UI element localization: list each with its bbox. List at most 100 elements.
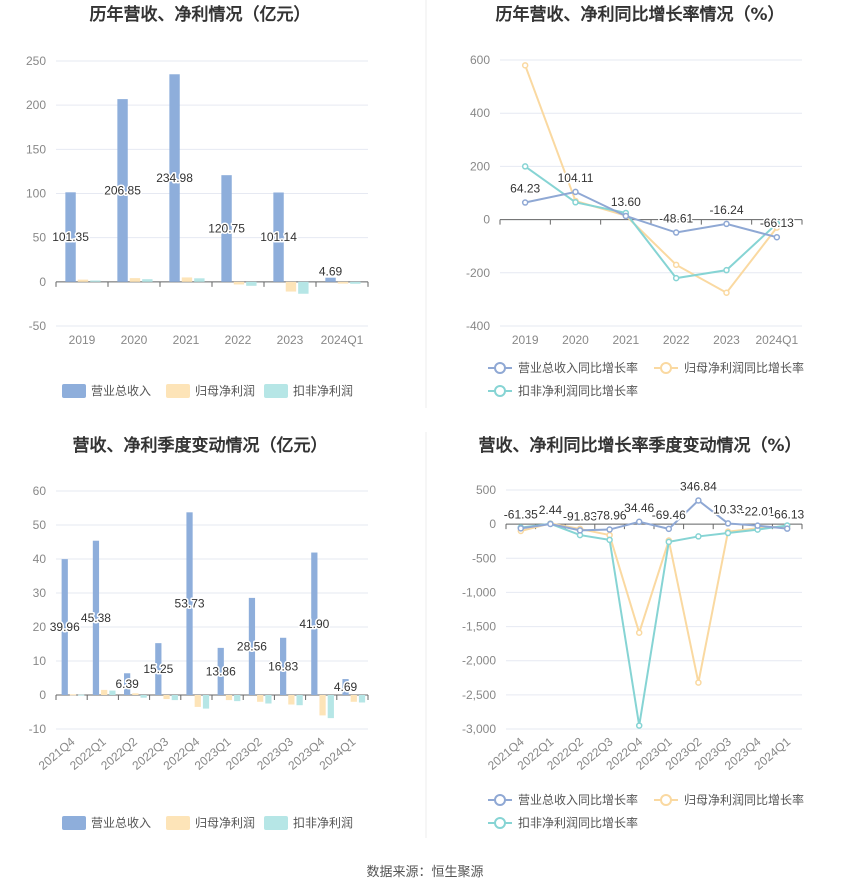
y-tick-label-3: -1,500 [462, 620, 496, 634]
bar-2-s1-2 [132, 693, 139, 695]
y-tick-label-0: 0 [39, 275, 46, 289]
point-3-s2-4 [635, 722, 643, 729]
bar-2-s0-4 [186, 512, 193, 695]
bar-0-s2-0 [90, 280, 101, 282]
data-label-0: 4.69 [319, 265, 343, 279]
legend-label-3: 营业总收入同比增长率 [518, 792, 638, 807]
legend-swatch-0 [166, 384, 190, 398]
bar-0-s1-5 [337, 281, 349, 284]
series-line-3-s0 [520, 499, 788, 532]
point-3-s0-4 [635, 518, 643, 526]
y-tick-label-2: 0 [39, 688, 46, 702]
series-line-3-s2 [520, 522, 788, 726]
legend-label-1: 归母净利润同比增长率 [684, 360, 804, 375]
x-tick-label-1: 2024Q1 [755, 333, 798, 347]
bar-2-s1-3 [163, 695, 170, 700]
legend-label-0: 归母净利润 [195, 384, 255, 398]
x-tick-label-0: 2020 [121, 333, 148, 347]
data-label-2: 53.73 [175, 597, 205, 611]
bar-0-s0-5 [325, 277, 336, 282]
bar-2-s1-8 [319, 695, 326, 716]
y-tick-label-1: 200 [470, 159, 490, 173]
chart-title-0: 历年营收、净利情况（亿元） [90, 4, 311, 25]
bar-2-s1-9 [350, 695, 357, 702]
bar-2-s2-0 [78, 694, 85, 696]
x-tick-label-1: 2019 [512, 333, 539, 347]
y-tick-label-2: 10 [33, 654, 47, 668]
chart-title-2: 营收、净利季度变动情况（亿元） [73, 435, 328, 456]
data-label-3: -61.35 [504, 507, 538, 521]
bar-2-s1-7 [288, 695, 295, 705]
y-tick-label-2: 30 [33, 586, 47, 600]
data-label-2: 15.25 [143, 662, 173, 676]
legend-swatch-0 [264, 384, 288, 398]
data-label-0: 206.85 [104, 183, 141, 197]
bar-0-s1-2 [181, 277, 193, 282]
legend-marker-3 [494, 794, 506, 806]
bar-2-s0-2 [124, 673, 131, 695]
data-label-3: 34.46 [624, 501, 654, 515]
data-label-1: 13.60 [611, 195, 641, 209]
point-3-s2-6 [695, 533, 702, 540]
y-tick-label-2: 20 [33, 620, 47, 634]
point-3-s0-0 [517, 525, 525, 532]
series-line-1-s2 [524, 165, 778, 280]
x-tick-label-0: 2021 [173, 333, 200, 347]
bar-2-s0-6 [248, 597, 256, 695]
legend-label-2: 归母净利润 [195, 816, 255, 830]
bar-2-s1-0 [69, 694, 77, 696]
x-tick-label-1: 2021 [612, 333, 639, 347]
bar-2-s0-3 [155, 643, 162, 695]
point-1-s2-3 [672, 274, 680, 282]
point-3-s0-8 [754, 522, 761, 529]
y-tick-label-0: 150 [26, 142, 46, 156]
bar-2-s2-9 [358, 695, 366, 703]
point-1-s1-0 [521, 62, 529, 69]
bar-0-s0-0 [65, 192, 76, 282]
data-label-0: 120.75 [208, 222, 245, 236]
bar-0-s1-3 [233, 281, 245, 285]
y-tick-label-0: 50 [33, 231, 47, 245]
point-3-s0-3 [606, 526, 613, 533]
y-tick-label-1: 400 [470, 106, 490, 120]
chart-title-1: 历年营收、净利同比增长率情况（%） [495, 4, 784, 25]
point-1-s0-4 [723, 220, 730, 228]
legend-label-3: 扣非净利润同比增长率 [518, 815, 638, 830]
data-label-2: 13.86 [206, 664, 236, 678]
x-tick-label-2: 2024Q1 [317, 734, 359, 772]
y-tick-label-0: 200 [26, 98, 46, 112]
point-1-s0-2 [622, 212, 630, 220]
data-label-2: 45.38 [81, 611, 111, 625]
bar-2-s2-3 [171, 695, 178, 701]
x-tick-label-1: 2020 [562, 333, 589, 347]
data-label-2: 4.69 [334, 680, 358, 694]
bar-0-s2-4 [298, 281, 309, 294]
bar-2-s1-6 [257, 695, 264, 702]
data-label-0: 234.98 [156, 171, 193, 185]
data-label-1: -66.13 [760, 216, 794, 230]
bar-2-s2-2 [140, 695, 147, 698]
data-label-3: 10.33 [713, 502, 743, 516]
y-tick-label-2: -10 [29, 722, 47, 736]
data-label-1: -16.24 [709, 203, 743, 217]
legend-label-3: 归母净利润同比增长率 [684, 792, 804, 807]
y-tick-label-3: -2,500 [462, 688, 496, 702]
legend-label-2: 扣非净利润 [293, 816, 353, 830]
data-label-2: 41.90 [299, 617, 329, 631]
legend-label-0: 营业总收入 [91, 384, 151, 398]
bar-2-s2-7 [296, 695, 303, 706]
y-tick-label-3: -500 [472, 551, 496, 565]
y-tick-label-3: 0 [489, 517, 496, 531]
bar-2-s0-0 [61, 559, 68, 695]
data-label-0: 101.14 [260, 230, 297, 244]
bar-2-s1-4 [194, 695, 201, 707]
bar-2-s0-5 [217, 647, 224, 695]
legend-marker-1 [660, 362, 672, 374]
bar-0-s2-2 [194, 278, 205, 282]
data-label-3: -78.96 [593, 509, 627, 523]
bar-2-s2-6 [265, 695, 272, 704]
point-1-s0-1 [572, 188, 579, 196]
data-label-0: 101.35 [52, 230, 89, 244]
legend-swatch-2 [166, 816, 190, 830]
